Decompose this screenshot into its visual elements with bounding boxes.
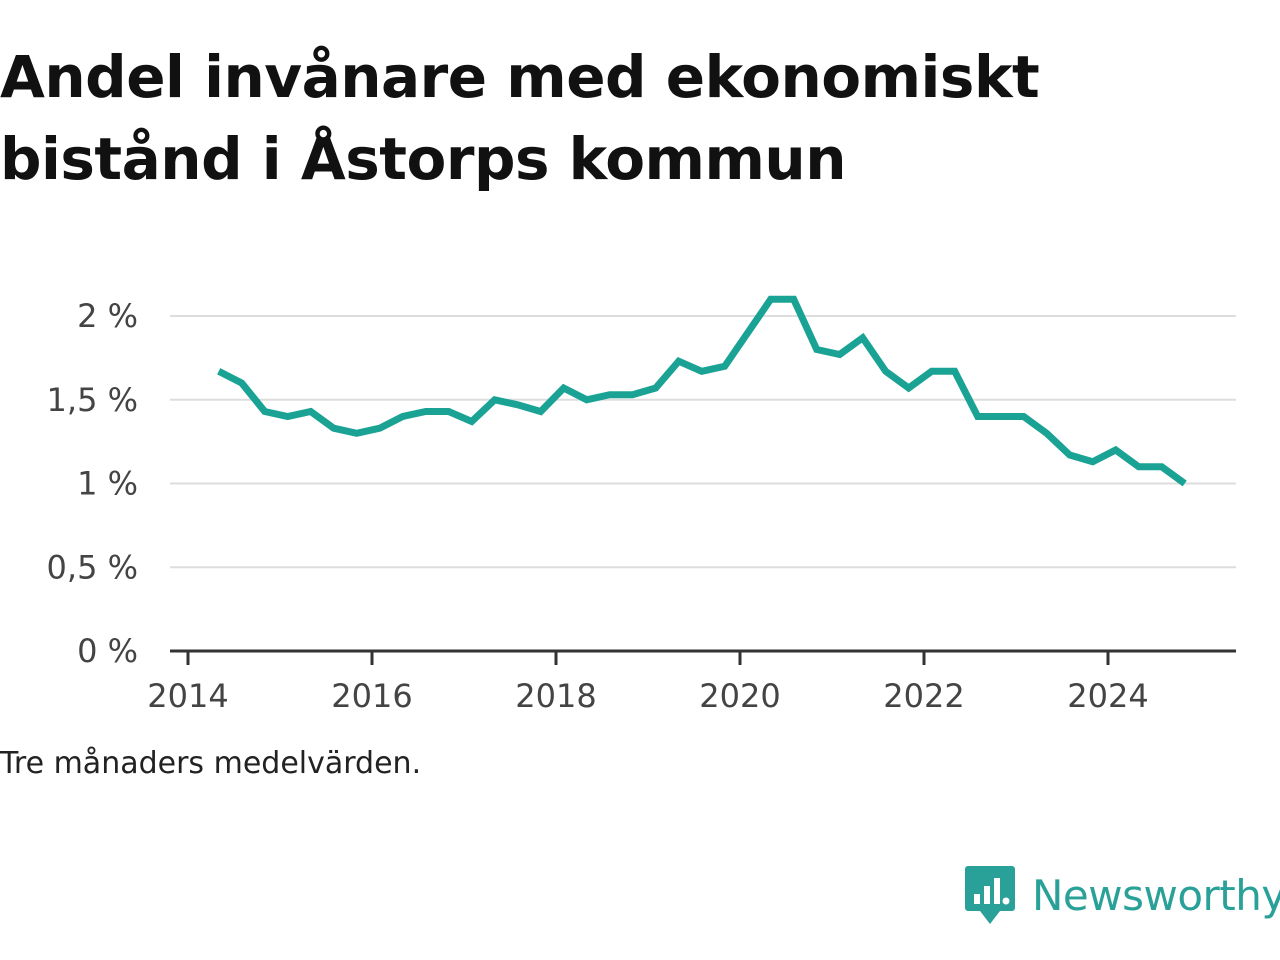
x-axis: 2014 2016 2018 2020 2022 2024 bbox=[147, 649, 1236, 715]
y-tick-label: 2 % bbox=[77, 297, 138, 335]
series-layer bbox=[217, 295, 1187, 487]
y-tick-label: 1,5 % bbox=[47, 381, 138, 419]
y-tick-label: 0,5 % bbox=[47, 548, 138, 586]
series-line-0 bbox=[217, 295, 1187, 487]
x-tick-label: 2020 bbox=[699, 677, 780, 715]
line-chart: 0 % 0,5 % 1 % 1,5 % 2 % 2014 2016 2018 2020 2022… bbox=[47, 295, 1236, 715]
newsworthy-logo: Newsworthy bbox=[964, 862, 1280, 928]
y-tick-label: 1 % bbox=[77, 465, 138, 503]
x-tick-label: 2014 bbox=[147, 677, 228, 715]
x-tick-label: 2016 bbox=[331, 677, 412, 715]
newsworthy-logo-icon bbox=[965, 866, 1015, 924]
x-tick-label: 2024 bbox=[1067, 677, 1148, 715]
chart-footnote: Tre månaders medelvärden. bbox=[0, 746, 422, 781]
brand-name: Newsworthy bbox=[1032, 870, 1280, 920]
gridlines bbox=[170, 315, 1236, 569]
y-tick-label: 0 % bbox=[77, 632, 138, 670]
y-axis-tick-labels: 0 % 0,5 % 1 % 1,5 % 2 % bbox=[47, 297, 138, 670]
x-tick-label: 2022 bbox=[883, 677, 964, 715]
chart-title: Andel invånare med ekonomiskt bistånd i … bbox=[0, 43, 1040, 193]
x-tick-label: 2018 bbox=[515, 677, 596, 715]
